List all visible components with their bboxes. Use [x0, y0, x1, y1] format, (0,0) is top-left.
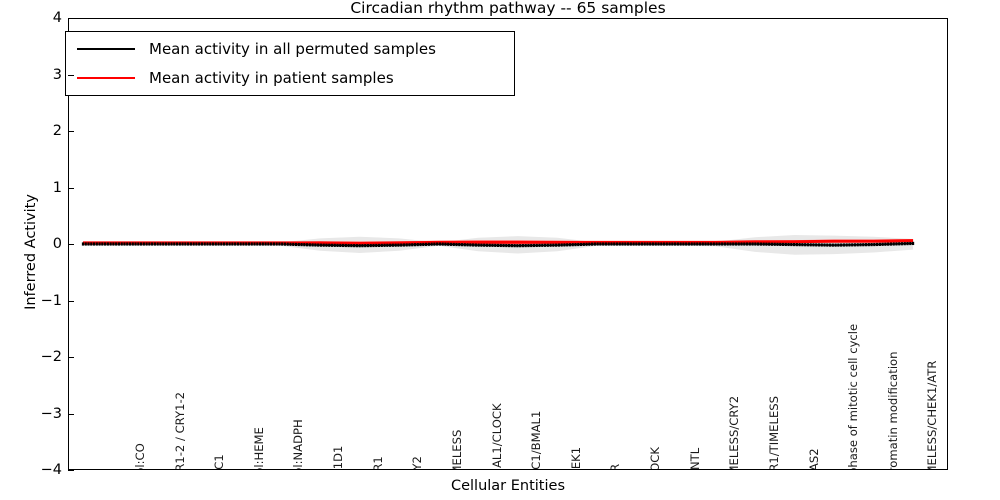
legend-item-patient[interactable]: Mean activity in patient samples [66, 63, 514, 93]
x-axis-title: Cellular Entities [450, 478, 566, 494]
plot-svg [81, 235, 915, 255]
y-tick-label: −2 [40, 349, 62, 365]
y-tick-label: −1 [40, 292, 62, 309]
legend-swatch-patient [77, 77, 135, 79]
y-tick-mark [68, 357, 74, 359]
y-axis-tick-labels: 4 3 2 1 0 −1 −2 −3 −4 [0, 11, 62, 478]
legend-label-permuted: Mean activity in all permuted samples [149, 40, 436, 58]
series-markers [81, 241, 915, 248]
y-tick-label: 1 [52, 179, 62, 196]
y-tick-mark [68, 131, 74, 133]
y-tick-mark [68, 244, 74, 246]
y-tick-label: 3 [52, 66, 62, 83]
y-tick-label: 2 [52, 123, 62, 139]
y-tick-mark [68, 187, 74, 189]
y-tick-label: 4 [52, 10, 62, 26]
y-tick-mark [68, 18, 74, 20]
chart-title: Circadian rhythm pathway -- 65 samples [350, 0, 666, 17]
chart-legend: Mean activity in all permuted samples Me… [65, 31, 515, 96]
y-tick-mark [68, 413, 74, 415]
y-tick-label: −3 [40, 405, 62, 422]
legend-item-permuted[interactable]: Mean activity in all permuted samples [66, 34, 514, 64]
legend-swatch-permuted [77, 48, 135, 50]
y-tick-mark [68, 470, 74, 472]
legend-label-patient: Mean activity in patient samples [149, 69, 394, 87]
y-tick-label: −4 [40, 462, 62, 478]
y-tick-mark [68, 300, 74, 302]
y-tick-mark [68, 74, 74, 76]
y-tick-label: 0 [52, 236, 62, 252]
